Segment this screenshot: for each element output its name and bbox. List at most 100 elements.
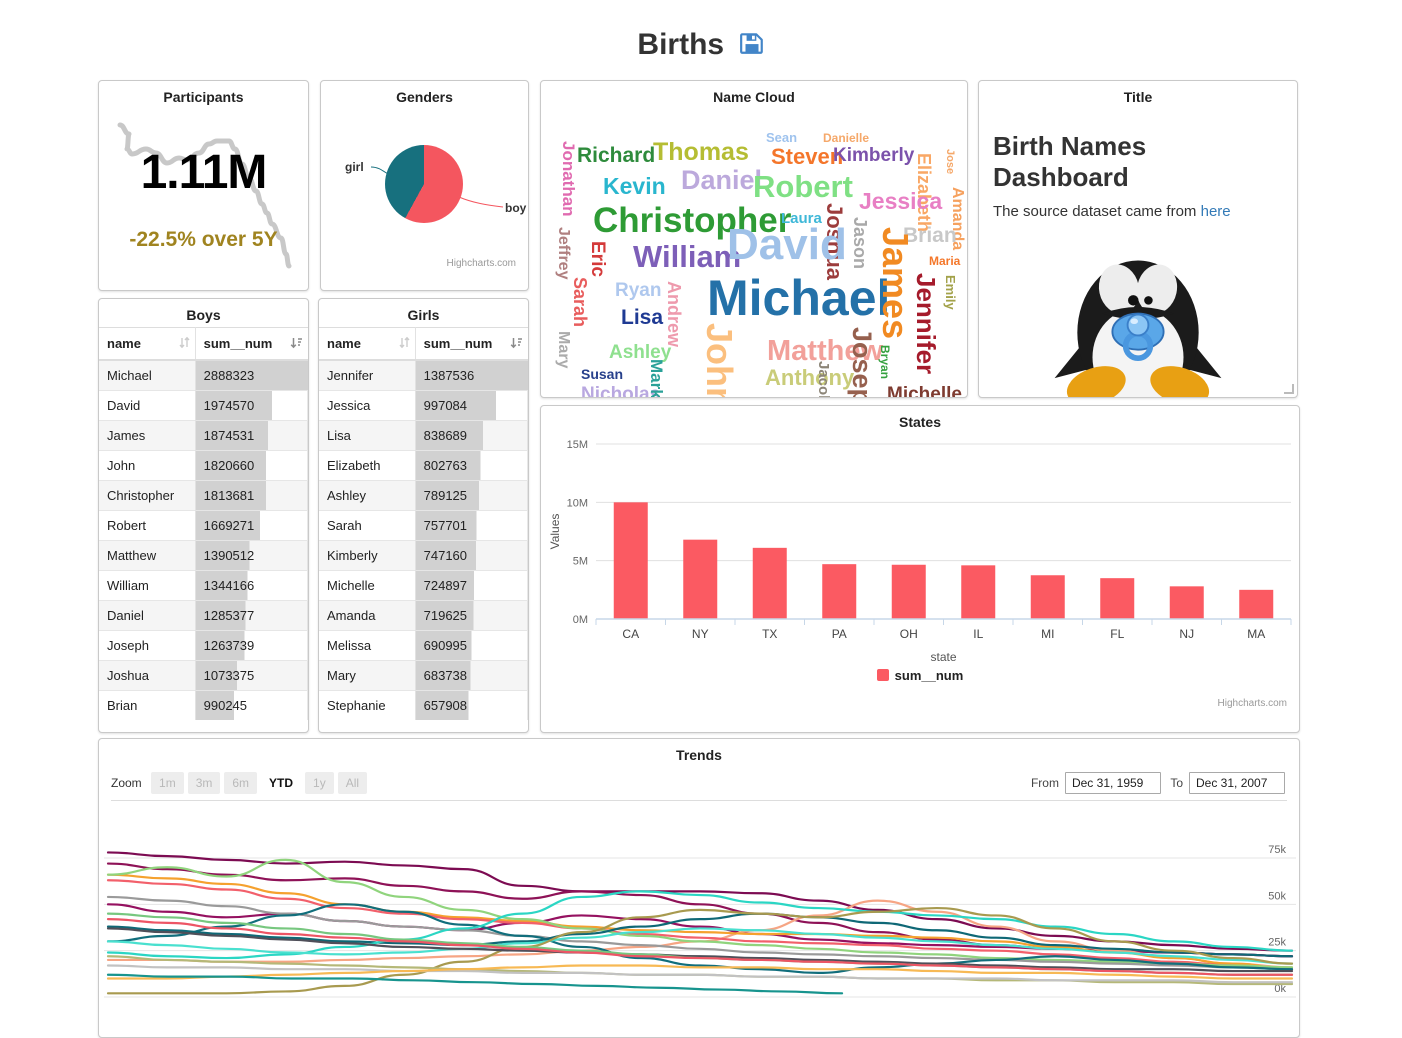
boys-table-body: Michael 2888323 David 1974570 James 1874531 Jo… <box>99 359 308 720</box>
svg-text:50k: 50k <box>1268 890 1286 902</box>
state-bar[interactable] <box>613 502 648 619</box>
name-cell: David <box>99 390 196 421</box>
cloud-word: Jeffrey <box>555 227 572 280</box>
state-bar[interactable] <box>1169 586 1204 619</box>
cloud-word: William <box>633 239 742 274</box>
state-bar[interactable] <box>891 564 926 619</box>
value-cell: 997084 <box>415 390 528 421</box>
cloud-word: Lisa <box>621 306 664 329</box>
name-cell: Sarah <box>319 510 416 541</box>
value-cell: 1390512 <box>195 540 308 571</box>
cloud-word: Ashley <box>609 342 672 363</box>
state-bar[interactable] <box>961 565 996 619</box>
value-cell: 1874531 <box>195 420 308 451</box>
table-row: Michael 2888323 <box>99 359 308 391</box>
zoom-button-1y[interactable]: 1y <box>305 772 334 794</box>
table-row: William 1344166 <box>99 570 308 601</box>
genders-pie-chart[interactable] <box>385 145 463 223</box>
svg-text:75k: 75k <box>1268 844 1286 856</box>
boys-name-column-header[interactable]: name <box>99 327 196 361</box>
svg-text:NJ: NJ <box>1179 627 1194 641</box>
value-cell: 690995 <box>415 630 528 661</box>
zoom-button-ytd[interactable]: YTD <box>261 772 302 794</box>
source-link[interactable]: here <box>1200 203 1231 220</box>
states-title: States <box>898 414 942 430</box>
trend-line <box>106 903 1294 975</box>
trend-line <box>106 973 844 995</box>
sort-icon <box>179 336 190 352</box>
state-bar[interactable] <box>683 539 718 619</box>
svg-text:state: state <box>930 650 956 664</box>
name-cell: James <box>99 420 196 451</box>
value-cell: 657908 <box>415 690 528 720</box>
trend-line <box>106 851 1294 952</box>
cloud-word: Laura <box>781 210 822 227</box>
value-cell: 802763 <box>415 450 528 481</box>
cloud-word: Bryan <box>878 345 892 380</box>
states-chart-svg[interactable]: 15M 10M 5M 0M CA NY TX PA OH IL MI FL NJ MA state Value… <box>541 406 1299 732</box>
name-cell: Jennifer <box>319 359 416 391</box>
state-bar[interactable] <box>822 564 857 619</box>
state-bar[interactable] <box>1030 575 1065 619</box>
state-bar[interactable] <box>752 547 787 619</box>
trends-title: Trends <box>676 747 722 763</box>
girls-name-column-header[interactable]: name <box>319 327 416 361</box>
page-title: Births <box>637 28 725 61</box>
svg-text:TX: TX <box>762 627 777 641</box>
cloud-word: Richard <box>577 144 656 167</box>
girls-panel: Girls name sum__num Jennifer 1387536 Jessi… <box>318 298 529 733</box>
save-icon[interactable] <box>739 30 765 61</box>
from-date-input[interactable] <box>1064 772 1161 794</box>
cloud-word: Robert <box>753 169 853 204</box>
value-cell: 719625 <box>415 600 528 631</box>
svg-text:CA: CA <box>622 627 639 641</box>
boys-sum-column-header[interactable]: sum__num <box>195 327 308 361</box>
title-card-header: Title <box>1123 89 1153 105</box>
cloud-word: Kimberly <box>833 145 915 166</box>
trend-line <box>106 927 1294 973</box>
state-bar[interactable] <box>1100 578 1135 619</box>
svg-text:FL: FL <box>1110 627 1124 641</box>
trend-line <box>106 964 1294 980</box>
cloud-word: Sarah <box>570 277 590 328</box>
highcharts-credit-link[interactable]: Highcharts.com <box>446 258 516 269</box>
resize-handle[interactable] <box>1284 384 1294 394</box>
table-row: James 1874531 <box>99 420 308 451</box>
to-date-input[interactable] <box>1189 772 1285 794</box>
value-cell: 1387536 <box>415 359 528 391</box>
states-legend[interactable]: sum__num <box>541 668 1299 683</box>
zoom-button-all[interactable]: All <box>337 772 368 794</box>
participants-title: Participants <box>163 89 244 105</box>
name-cell: Matthew <box>99 540 196 571</box>
highcharts-credit-link[interactable]: Highcharts.com <box>1217 698 1287 709</box>
cloud-word: Ryan <box>615 280 662 301</box>
value-cell: 747160 <box>415 540 528 571</box>
zoom-button-6m[interactable]: 6m <box>224 772 258 794</box>
sort-desc-icon <box>510 336 523 352</box>
girls-sum-column-header[interactable]: sum__num <box>415 327 528 361</box>
cloud-word: Thomas <box>653 138 749 166</box>
name-cell: John <box>99 450 196 481</box>
trends-chart-svg[interactable]: 75k 50k 25k 0k <box>104 801 1296 1037</box>
value-cell: 1285377 <box>195 600 308 631</box>
table-row: Brian 990245 <box>99 690 308 720</box>
cloud-word: Christopher <box>593 201 792 240</box>
svg-text:MI: MI <box>1041 627 1054 641</box>
participants-trend-label: -22.5% over 5Y <box>129 228 278 251</box>
zoom-button-3m[interactable]: 3m <box>187 772 221 794</box>
cloud-word: Susan <box>581 366 624 382</box>
name-cell: Lisa <box>319 420 416 451</box>
cloud-word: Andrew <box>664 281 684 348</box>
zoom-button-1m[interactable]: 1m <box>151 772 184 794</box>
value-cell: 1813681 <box>195 480 308 511</box>
name-cell: Stephanie <box>319 690 416 720</box>
trend-line <box>106 879 1294 971</box>
table-row: Robert 1669271 <box>99 510 308 541</box>
cloud-word: Justin <box>763 395 813 397</box>
cloud-word: Anthony <box>765 365 855 390</box>
cloud-word: Jennifer <box>911 273 941 375</box>
cloud-word: Mark <box>647 359 666 398</box>
state-bar[interactable] <box>1239 589 1274 619</box>
value-cell: 683738 <box>415 660 528 691</box>
